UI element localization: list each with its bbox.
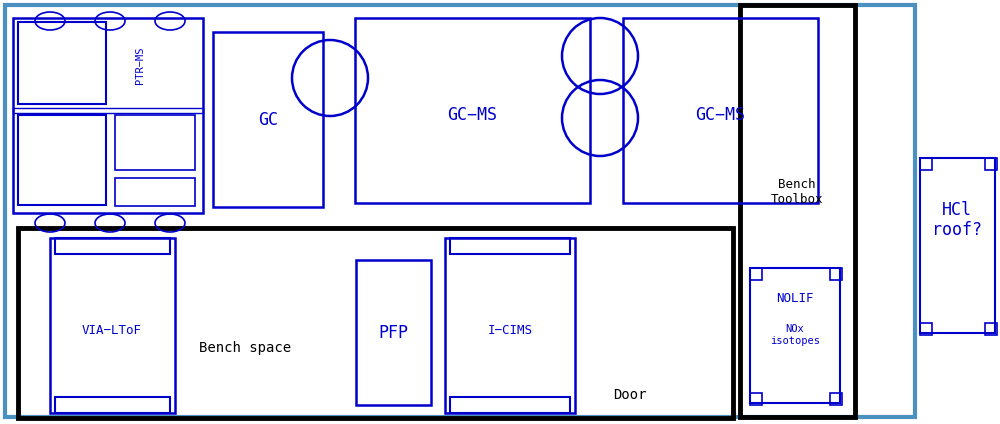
Bar (740, 5, 855, 417)
Bar (55, 238, 170, 254)
Bar (920, 323, 932, 335)
Bar (985, 323, 997, 335)
Text: GC−MS: GC−MS (695, 106, 745, 124)
Text: HCl
roof?: HCl roof? (932, 201, 982, 240)
Bar (830, 268, 842, 280)
Bar (750, 268, 840, 403)
Text: Bench
Toolbox: Bench Toolbox (771, 178, 823, 206)
Bar (355, 18, 590, 203)
Text: Bench space: Bench space (199, 341, 291, 355)
Bar (750, 268, 762, 280)
Bar (13, 108, 203, 113)
Bar (830, 393, 842, 405)
Bar (920, 158, 995, 333)
Text: Door: Door (613, 388, 647, 402)
Bar (115, 115, 195, 170)
Bar (623, 18, 818, 203)
Bar (115, 178, 195, 206)
Text: PTR−MS: PTR−MS (135, 46, 145, 84)
Bar (985, 158, 997, 170)
Bar (920, 158, 932, 170)
Text: GC−MS: GC−MS (447, 106, 497, 124)
Bar (50, 238, 175, 413)
Text: NOLIF: NOLIF (776, 292, 814, 304)
Text: VIA−LToF: VIA−LToF (82, 324, 142, 337)
Bar (18, 22, 106, 104)
Bar (450, 238, 570, 254)
Bar (18, 115, 106, 205)
Bar (450, 397, 570, 413)
Text: GC: GC (258, 111, 278, 129)
Text: NOx
isotopes: NOx isotopes (770, 324, 820, 346)
Bar (750, 393, 762, 405)
Bar (356, 260, 431, 405)
Bar (13, 18, 203, 213)
Text: PFP: PFP (378, 324, 408, 342)
Bar (445, 238, 575, 413)
Bar (213, 32, 323, 207)
Bar (55, 397, 170, 413)
Text: I−CIMS: I−CIMS (488, 324, 532, 337)
Bar (18, 228, 733, 418)
